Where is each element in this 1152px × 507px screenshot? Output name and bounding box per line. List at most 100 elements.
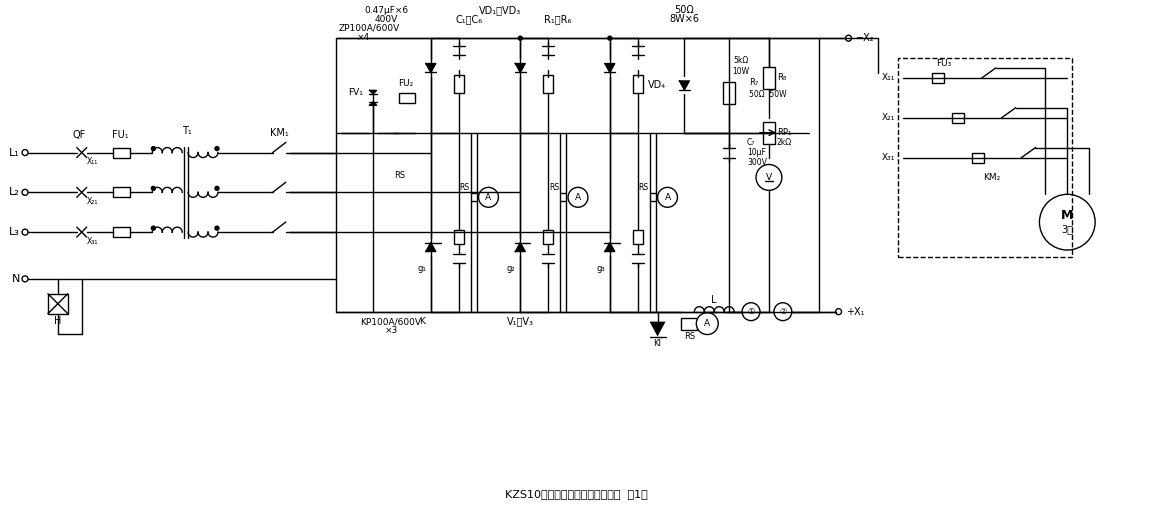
Text: ZP100A/600V: ZP100A/600V bbox=[339, 24, 400, 33]
Bar bbox=[560, 193, 566, 201]
Polygon shape bbox=[426, 63, 435, 73]
Polygon shape bbox=[370, 102, 377, 105]
Polygon shape bbox=[680, 81, 689, 90]
Polygon shape bbox=[515, 242, 525, 251]
Bar bbox=[632, 75, 643, 93]
Circle shape bbox=[215, 226, 219, 230]
Bar bbox=[454, 230, 463, 244]
Text: 8W×6: 8W×6 bbox=[669, 14, 699, 24]
Bar bbox=[336, 38, 819, 312]
Bar bbox=[544, 75, 553, 93]
Circle shape bbox=[518, 36, 522, 40]
Text: −X₂: −X₂ bbox=[856, 33, 876, 43]
Bar bbox=[48, 294, 68, 314]
Text: 50Ω  50W: 50Ω 50W bbox=[749, 90, 787, 99]
Polygon shape bbox=[605, 63, 615, 73]
Text: L₂: L₂ bbox=[9, 188, 20, 197]
Text: T₁: T₁ bbox=[182, 126, 192, 136]
Text: RS: RS bbox=[550, 183, 559, 192]
Text: R₁～R₆: R₁～R₆ bbox=[545, 14, 571, 24]
Text: M: M bbox=[1061, 209, 1074, 222]
Text: KZS10系列晶闸管整流装置主电路  第1张: KZS10系列晶闸管整流装置主电路 第1张 bbox=[505, 489, 647, 499]
Circle shape bbox=[151, 147, 156, 151]
Circle shape bbox=[835, 309, 842, 315]
Text: X₂₁: X₂₁ bbox=[882, 113, 895, 122]
Bar bbox=[113, 227, 130, 237]
Text: X₃₁: X₃₁ bbox=[86, 237, 98, 245]
Text: X₂₁: X₂₁ bbox=[86, 197, 98, 206]
Bar bbox=[544, 230, 553, 244]
Text: FU₂: FU₂ bbox=[399, 80, 414, 88]
Text: A: A bbox=[665, 193, 670, 202]
Bar bbox=[470, 193, 477, 201]
Bar bbox=[763, 122, 775, 143]
Text: A: A bbox=[704, 319, 711, 328]
Text: 5kΩ
10W: 5kΩ 10W bbox=[732, 56, 749, 76]
Text: V: V bbox=[766, 173, 772, 182]
Polygon shape bbox=[370, 90, 377, 94]
Text: VD₄: VD₄ bbox=[649, 81, 667, 90]
Text: R₈: R₈ bbox=[776, 74, 786, 83]
Text: g₂: g₂ bbox=[507, 265, 515, 273]
Text: R₇: R₇ bbox=[749, 79, 758, 87]
Circle shape bbox=[608, 36, 612, 40]
Text: L₁: L₁ bbox=[9, 148, 20, 158]
Polygon shape bbox=[650, 321, 666, 337]
Text: A: A bbox=[485, 193, 492, 202]
Bar bbox=[682, 318, 697, 330]
Text: C₁～C₆: C₁～C₆ bbox=[455, 14, 483, 24]
Bar bbox=[399, 93, 415, 103]
Polygon shape bbox=[426, 242, 435, 251]
Circle shape bbox=[1039, 194, 1096, 250]
Text: FU₃: FU₃ bbox=[937, 58, 952, 67]
Circle shape bbox=[151, 226, 156, 230]
Bar bbox=[113, 188, 130, 197]
Text: ×4: ×4 bbox=[357, 32, 370, 42]
Circle shape bbox=[22, 229, 28, 235]
Text: RS: RS bbox=[684, 332, 695, 341]
Circle shape bbox=[22, 276, 28, 282]
Text: QF: QF bbox=[73, 130, 85, 139]
Text: X₃₁: X₃₁ bbox=[882, 153, 895, 162]
Text: 3～: 3～ bbox=[1061, 224, 1074, 234]
Text: X₁₁: X₁₁ bbox=[88, 157, 98, 166]
Text: 50Ω: 50Ω bbox=[675, 6, 695, 15]
Text: g₃: g₃ bbox=[597, 265, 605, 273]
Text: RS: RS bbox=[638, 183, 649, 192]
Circle shape bbox=[568, 188, 588, 207]
Text: 2kΩ: 2kΩ bbox=[776, 138, 793, 147]
Text: FV₁: FV₁ bbox=[348, 88, 363, 97]
Polygon shape bbox=[605, 242, 615, 251]
Circle shape bbox=[774, 303, 791, 320]
Text: ×3: ×3 bbox=[385, 326, 397, 335]
Text: L: L bbox=[712, 295, 717, 305]
Text: KI: KI bbox=[653, 339, 661, 348]
Text: KP100A/600V: KP100A/600V bbox=[361, 317, 422, 326]
Bar bbox=[113, 148, 130, 158]
Bar bbox=[932, 73, 943, 83]
Text: ①: ① bbox=[748, 307, 755, 316]
Text: K: K bbox=[419, 317, 425, 326]
Bar bbox=[632, 230, 643, 244]
Circle shape bbox=[22, 150, 28, 156]
Text: 400V: 400V bbox=[374, 15, 397, 24]
Circle shape bbox=[756, 164, 782, 190]
Bar bbox=[454, 75, 463, 93]
Text: C₇
10μF
300V: C₇ 10μF 300V bbox=[746, 138, 767, 167]
Circle shape bbox=[846, 35, 851, 41]
Circle shape bbox=[696, 313, 718, 335]
Text: KM₂: KM₂ bbox=[983, 173, 1000, 182]
Text: ②: ② bbox=[779, 307, 787, 316]
Bar bbox=[723, 82, 735, 104]
Text: RS: RS bbox=[460, 183, 470, 192]
Bar bbox=[952, 113, 964, 123]
Text: A: A bbox=[575, 193, 581, 202]
Text: RP₁: RP₁ bbox=[776, 128, 791, 137]
Text: N: N bbox=[12, 274, 20, 284]
Text: V₁～V₃: V₁～V₃ bbox=[507, 317, 533, 327]
Bar bbox=[972, 153, 984, 163]
Text: X₁₁: X₁₁ bbox=[882, 74, 895, 83]
Bar bbox=[763, 67, 775, 89]
Text: VD₁～VD₃: VD₁～VD₃ bbox=[479, 6, 522, 15]
Circle shape bbox=[742, 303, 760, 320]
